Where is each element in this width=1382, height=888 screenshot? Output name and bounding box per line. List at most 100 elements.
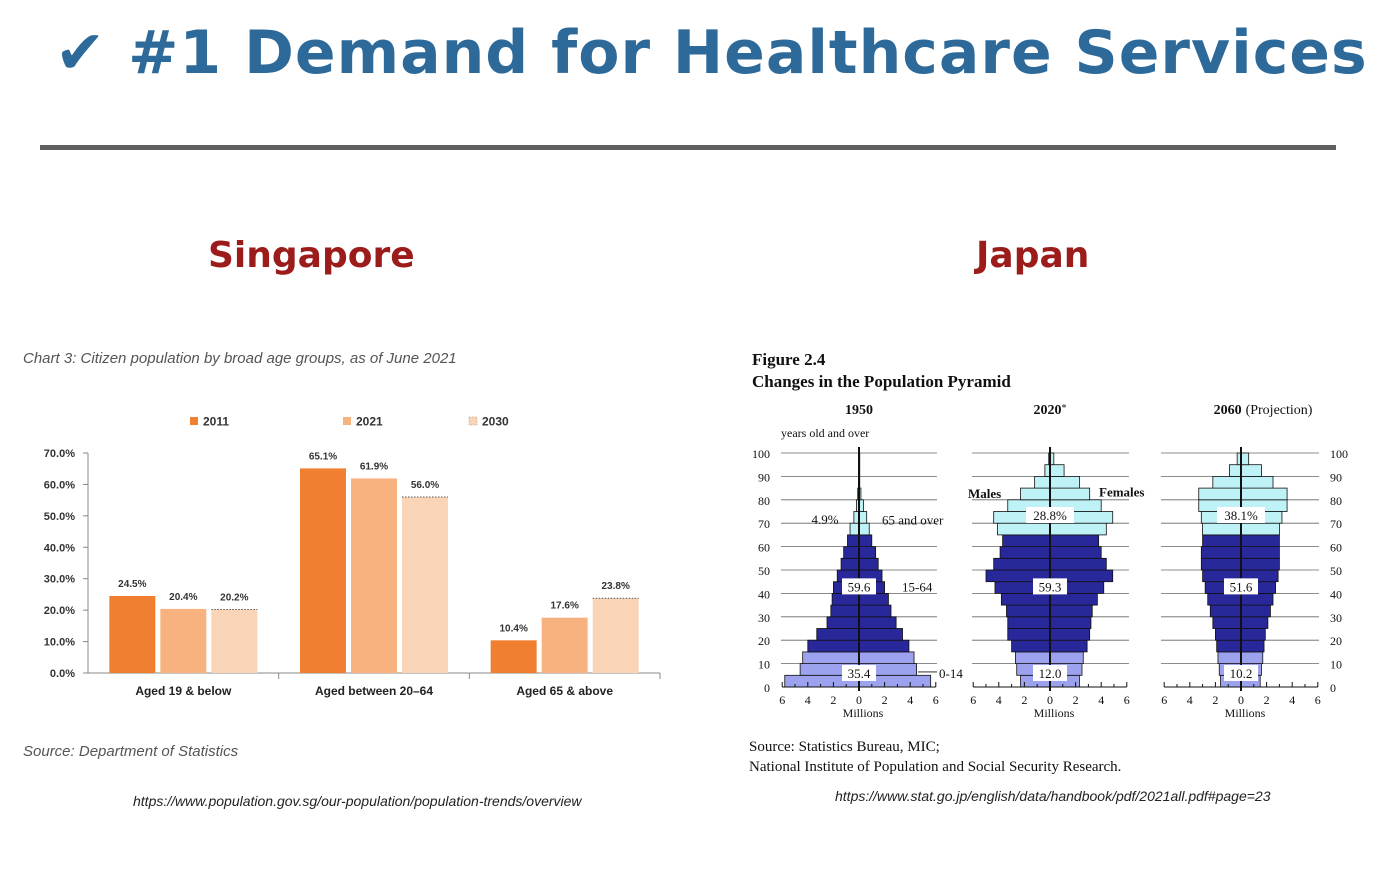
pyramid-bar-female [1049, 487, 1091, 501]
pyramid-bar-female [858, 557, 879, 571]
pyramid-bar-male [1217, 651, 1242, 664]
pyramid-x-tick-label: 4 [805, 693, 811, 707]
pyramid-bar-female [858, 511, 868, 524]
pyramid-x-tick-label: 4 [1098, 693, 1104, 707]
pyramid-year-heading: 1950 [845, 403, 873, 418]
pyramid-year-heading: 2020* [1034, 403, 1067, 418]
age-tick-left: 20 [758, 634, 770, 648]
japan-heading: Japan [976, 235, 1090, 276]
japan-source: Source: Statistics Bureau, MIC; National… [749, 737, 1121, 777]
y-tick-label: 70.0% [44, 448, 75, 460]
age-tick-left: 0 [764, 681, 770, 695]
pyramid-bar-male [849, 522, 860, 536]
pyramid-bar-male [1006, 604, 1051, 618]
pyramid-bar-male [999, 546, 1051, 559]
legend-label-2011: 2011 [203, 415, 229, 429]
pyramid-x-tick-label: 4 [907, 693, 913, 707]
age-tick-left: 10 [758, 658, 770, 672]
bar-value-label: 65.1% [309, 451, 337, 462]
japan-figure-title: Changes in the Population Pyramid [752, 372, 1011, 391]
age-tick-right: 80 [1330, 494, 1342, 508]
pyramid-bar-female [1049, 628, 1091, 641]
pyramid-x-tick-label: 2 [1021, 693, 1027, 707]
pyramid-bar-female [858, 592, 889, 606]
share-label-elderly: 28.8% [1033, 508, 1067, 523]
bar-value-label: 56.0% [411, 480, 439, 491]
bar-value-label: 20.2% [220, 593, 248, 604]
y-tick-label: 60.0% [44, 479, 75, 491]
age-tick-right: 50 [1330, 564, 1342, 578]
pyramid-bar-male [993, 557, 1051, 571]
pyramid-bar-male [1216, 639, 1242, 653]
pyramid-bar-male [816, 628, 860, 641]
legend-swatch-2011 [190, 417, 198, 425]
bar-2021 [160, 608, 207, 673]
pyramid-x-tick-label: 4 [1187, 693, 1193, 707]
share-label-box [1033, 664, 1067, 681]
pyramid-bar-male [1015, 651, 1051, 664]
pyramid-bar-male [1007, 616, 1051, 629]
age-tick-left: 100 [752, 447, 770, 461]
x-tick-label: Aged 19 & below [135, 684, 232, 698]
age-tick-left: 50 [758, 564, 770, 578]
pyramid-x-tick-label: 2 [830, 693, 836, 707]
pyramid-bar-female [1049, 592, 1098, 606]
share-label-box [1224, 664, 1258, 681]
age-tick-right: 100 [1330, 447, 1348, 461]
pyramid-bar-female [1240, 464, 1262, 477]
group-label-0-14: 0-14 [939, 666, 963, 681]
pyramid-bar-female [1240, 522, 1280, 536]
bar-2030 [402, 497, 448, 673]
pyramid-bar-female [1240, 546, 1280, 559]
pyramid-bar-male [847, 534, 860, 547]
bar-2030 [592, 598, 639, 673]
age-tick-right: 30 [1330, 611, 1342, 625]
bar-2021 [541, 617, 588, 673]
pyramid-bar-male [997, 522, 1051, 536]
pyramid-bar-female [1240, 557, 1280, 571]
pyramid-bar-female [1240, 487, 1288, 501]
pyramid-bar-female [1049, 534, 1100, 547]
bar-2011 [300, 468, 346, 673]
share-label-box [1224, 578, 1258, 595]
singapore-url-link[interactable]: https://www.population.gov.sg/our-popula… [133, 793, 582, 809]
bar-value-label: 61.9% [360, 461, 388, 472]
bar-value-label: 24.5% [118, 579, 146, 590]
group-label-15-64: 15-64 [902, 579, 933, 594]
pyramid-bar-male [1007, 628, 1051, 641]
pyramid-bar-female [858, 604, 892, 618]
bar-2011 [109, 596, 156, 673]
pyramid-bar-male [1020, 487, 1051, 501]
pyramid-x-tick-label: 4 [996, 693, 1002, 707]
pyramid-bar-female [858, 628, 903, 641]
share-label-working: 59.3 [1039, 579, 1062, 594]
pyramid-bar-male [1200, 546, 1242, 559]
y-tick-label: 50.0% [44, 511, 75, 523]
pyramid-bar-male [802, 651, 860, 664]
pyramid-bar-female [858, 651, 915, 664]
pyramid-bar-male [1202, 522, 1242, 536]
pyramid-x-tick-label: 6 [1124, 693, 1130, 707]
pyramid-bar-female [1049, 616, 1092, 629]
pyramid-bar-male [1202, 534, 1242, 547]
pyramid-bar-male [1002, 534, 1051, 547]
bar-2021 [351, 478, 397, 673]
pyramid-bar-female [858, 616, 897, 629]
singapore-source: Source: Department of Statistics [23, 743, 239, 760]
share-label-working: 59.6 [848, 579, 871, 594]
pyramid-bar-male [830, 604, 860, 618]
pyramid-bar-male [831, 592, 860, 606]
japan-url-link[interactable]: https://www.stat.go.jp/english/data/hand… [835, 788, 1271, 804]
y-tick-label: 30.0% [44, 574, 75, 586]
pyramid-bar-female [1049, 476, 1080, 489]
pyramid-bar-male [1000, 592, 1051, 606]
pyramid-bar-male [1198, 487, 1242, 501]
pyramid-x-tick-label: 6 [933, 693, 939, 707]
singapore-heading: Singapore [208, 235, 415, 276]
pyramid-bar-male [1011, 639, 1051, 653]
pyramid-x-tick-label: 2 [1073, 693, 1079, 707]
pyramid-x-tick-label: 2 [1264, 693, 1270, 707]
pyramid-bar-female [1240, 452, 1250, 466]
age-tick-left: 30 [758, 611, 770, 625]
share-label-young: 10.2 [1230, 666, 1253, 681]
